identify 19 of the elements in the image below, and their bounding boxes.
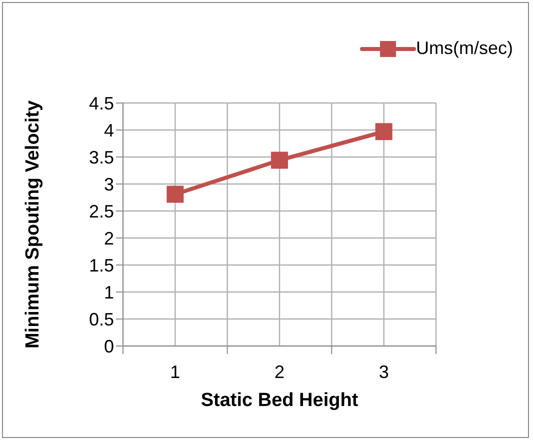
y-tick-label: 2.5	[88, 201, 114, 222]
y-tick-label: 1.5	[88, 255, 114, 276]
x-tick-label: 1	[170, 362, 180, 382]
y-tick-label: 0.5	[88, 309, 114, 330]
y-tick-label: 1	[104, 282, 114, 302]
x-tick-label: 2	[274, 362, 285, 382]
y-axis-title: Minimum Spouting Velocity	[22, 100, 44, 349]
y-tick-label: 0	[104, 336, 114, 356]
y-tick-label: 3.5	[88, 147, 114, 168]
point	[166, 186, 184, 203]
legend-label: Ums(m/sec)	[416, 38, 513, 59]
y-tick-label: 3	[104, 174, 114, 194]
y-tick-label: 4	[104, 120, 114, 140]
point	[271, 152, 288, 169]
x-axis-title: Static Bed Height	[200, 390, 359, 411]
point	[375, 123, 392, 140]
x-tick-label: 3	[378, 362, 389, 382]
y-tick-label: 4.5	[88, 93, 114, 114]
y-tick-label: 2	[104, 228, 114, 248]
